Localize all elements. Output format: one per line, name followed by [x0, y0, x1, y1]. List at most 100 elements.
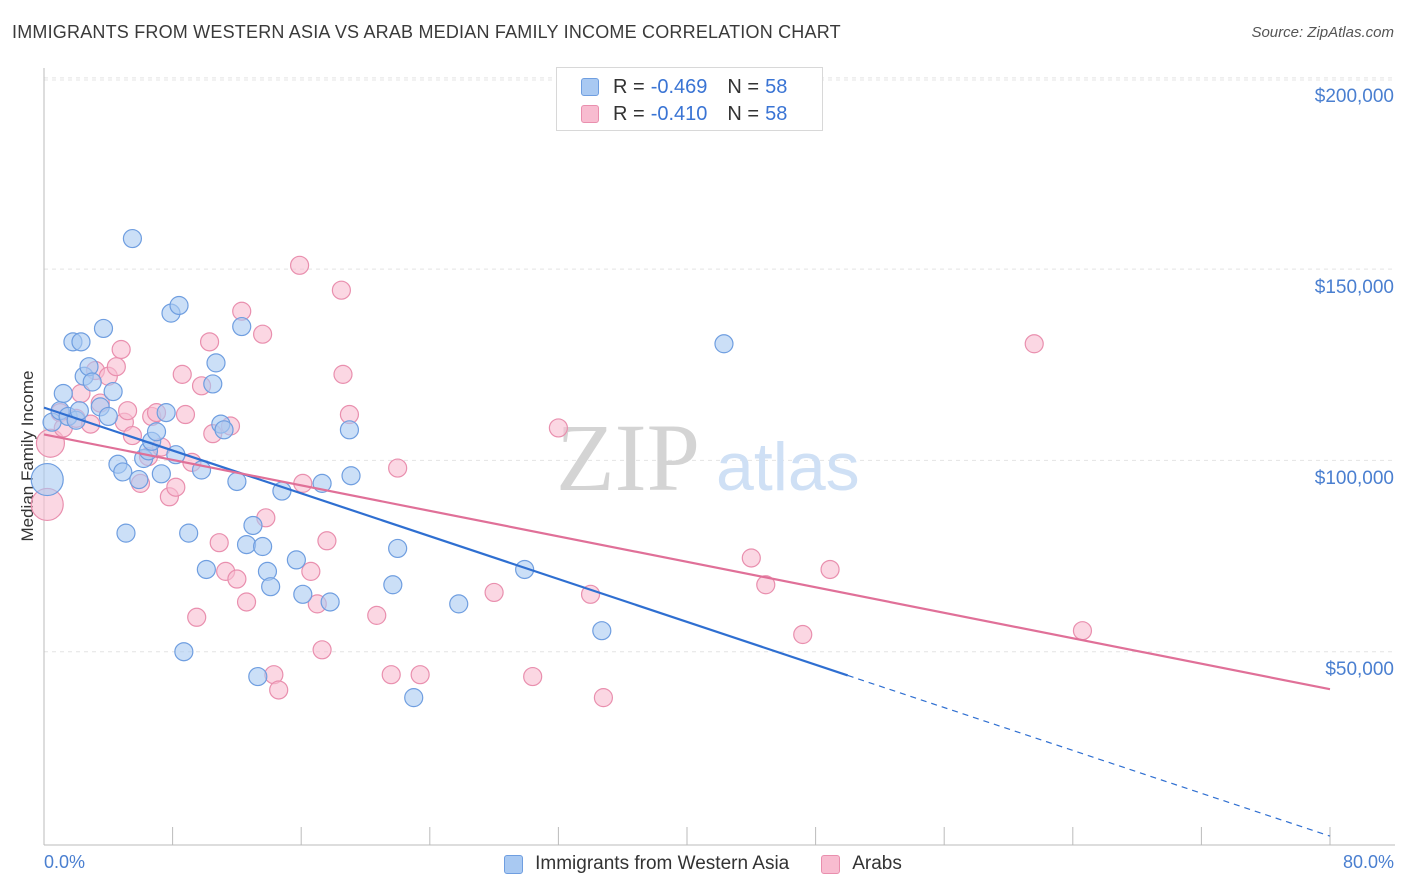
arabs-point — [410, 665, 430, 685]
western-asia-point — [404, 688, 424, 708]
arabs-point — [593, 688, 614, 708]
legend-item-arabs: Arabs — [821, 853, 902, 875]
legend-n-value: 58 — [765, 102, 788, 125]
watermark: ZIP atlas — [556, 404, 860, 511]
legend-swatch-blue — [504, 854, 524, 874]
arabs-point — [580, 584, 601, 604]
western-asia-point — [129, 469, 149, 490]
y-tick-50000: $50,000 — [1325, 659, 1394, 680]
arabs-point — [106, 357, 126, 377]
arabs-point — [209, 533, 229, 553]
arabs-point — [523, 666, 543, 687]
arabs-point — [317, 531, 337, 551]
watermark-zip: ZIP — [556, 404, 700, 511]
western-asia-point — [122, 228, 143, 249]
arabs-point — [484, 582, 504, 603]
western-asia-point — [53, 383, 73, 404]
arabs-point — [199, 332, 220, 352]
western-asia-point — [113, 462, 133, 482]
western-asia-point — [236, 534, 257, 555]
western-asia-trend-line — [43, 406, 849, 677]
western-asia-point — [243, 515, 263, 536]
western-asia-point — [320, 592, 340, 612]
arabs-point — [236, 592, 257, 612]
legend-r-value: -0.410 — [650, 102, 708, 125]
arabs-point — [1072, 621, 1093, 641]
chart-source: Source: ZipAtlas.com — [1251, 24, 1394, 41]
western-asia-point — [383, 575, 403, 595]
legend-r-value: -0.469 — [650, 75, 708, 98]
x-tick-right: 80.0% — [1342, 852, 1394, 872]
western-asia-point — [203, 374, 223, 394]
arabs-point — [187, 607, 207, 627]
arabs-point — [793, 624, 813, 645]
legend-row-western-asia: R = -0.469 N = 58 — [581, 75, 787, 99]
legend-label-arabs: Arabs — [852, 853, 902, 874]
western-asia-point — [232, 316, 252, 337]
western-asia-point — [714, 334, 734, 354]
western-asia-point — [293, 584, 313, 604]
western-asia-point — [146, 422, 167, 442]
western-asia-point — [227, 471, 247, 492]
arabs-point — [172, 364, 192, 384]
western-asia-point — [156, 403, 176, 423]
western-asia-point — [341, 466, 361, 486]
arabs-point — [333, 364, 353, 384]
western-asia-point — [253, 536, 273, 557]
western-asia-point — [30, 462, 64, 497]
western-asia-point — [592, 621, 612, 641]
western-asia-point — [206, 353, 226, 373]
western-asia-trend-extrapolation — [847, 674, 1331, 837]
legend-label-western-asia: Immigrants from Western Asia — [535, 853, 790, 874]
legend-swatch-pink — [581, 105, 599, 123]
legend-n-value: 58 — [765, 75, 788, 98]
western-asia-points — [30, 228, 734, 708]
watermark-atlas: atlas — [716, 429, 860, 505]
y-tick-150000: $150,000 — [1314, 277, 1394, 298]
y-tick-200000: $200,000 — [1314, 86, 1394, 107]
arabs-point — [289, 255, 310, 275]
arabs-point — [367, 605, 387, 625]
arabs-trend-line — [43, 433, 1331, 691]
legend-item-western-asia: Immigrants from Western Asia — [504, 853, 789, 875]
legend-r-label: R = — [613, 75, 645, 98]
series-legend: Immigrants from Western Asia Arabs — [0, 853, 1406, 875]
arabs-point — [381, 665, 401, 685]
western-asia-point — [103, 381, 123, 402]
arabs-point — [253, 324, 273, 344]
legend-swatch-blue — [581, 78, 599, 96]
western-asia-point — [248, 666, 268, 687]
x-tick-left: 0.0% — [44, 852, 86, 872]
western-asia-point — [93, 318, 114, 339]
axis-layer — [43, 68, 1395, 846]
western-asia-point — [286, 550, 306, 570]
legend-swatch-pink — [821, 854, 841, 874]
western-asia-point — [151, 464, 171, 484]
trend-lines — [43, 406, 1331, 837]
stats-legend: R = -0.469 N = 58 R = -0.410 N = 58 — [556, 67, 823, 131]
western-asia-point — [388, 538, 408, 559]
western-asia-point — [98, 406, 118, 427]
arabs-point — [227, 569, 247, 589]
arabs-point — [548, 418, 569, 438]
western-asia-point — [116, 523, 136, 543]
arabs-point — [312, 640, 332, 660]
legend-n-label: N = — [727, 75, 760, 98]
arabs-point — [175, 404, 196, 425]
western-asia-point — [339, 420, 360, 440]
arabs-point — [1024, 334, 1044, 354]
arabs-point — [756, 575, 776, 595]
legend-n-label: N = — [727, 102, 760, 125]
arabs-point — [331, 280, 351, 300]
arabs-point — [117, 401, 138, 421]
arabs-point — [269, 680, 289, 700]
western-asia-point — [71, 332, 91, 352]
arabs-point — [820, 559, 840, 580]
arabs-point — [122, 425, 143, 446]
western-asia-point — [449, 594, 469, 614]
arabs-point — [301, 561, 321, 581]
western-asia-point — [174, 642, 194, 662]
legend-row-arabs: R = -0.410 N = 58 — [581, 102, 787, 126]
western-asia-point — [261, 577, 281, 597]
western-asia-point — [179, 523, 199, 543]
